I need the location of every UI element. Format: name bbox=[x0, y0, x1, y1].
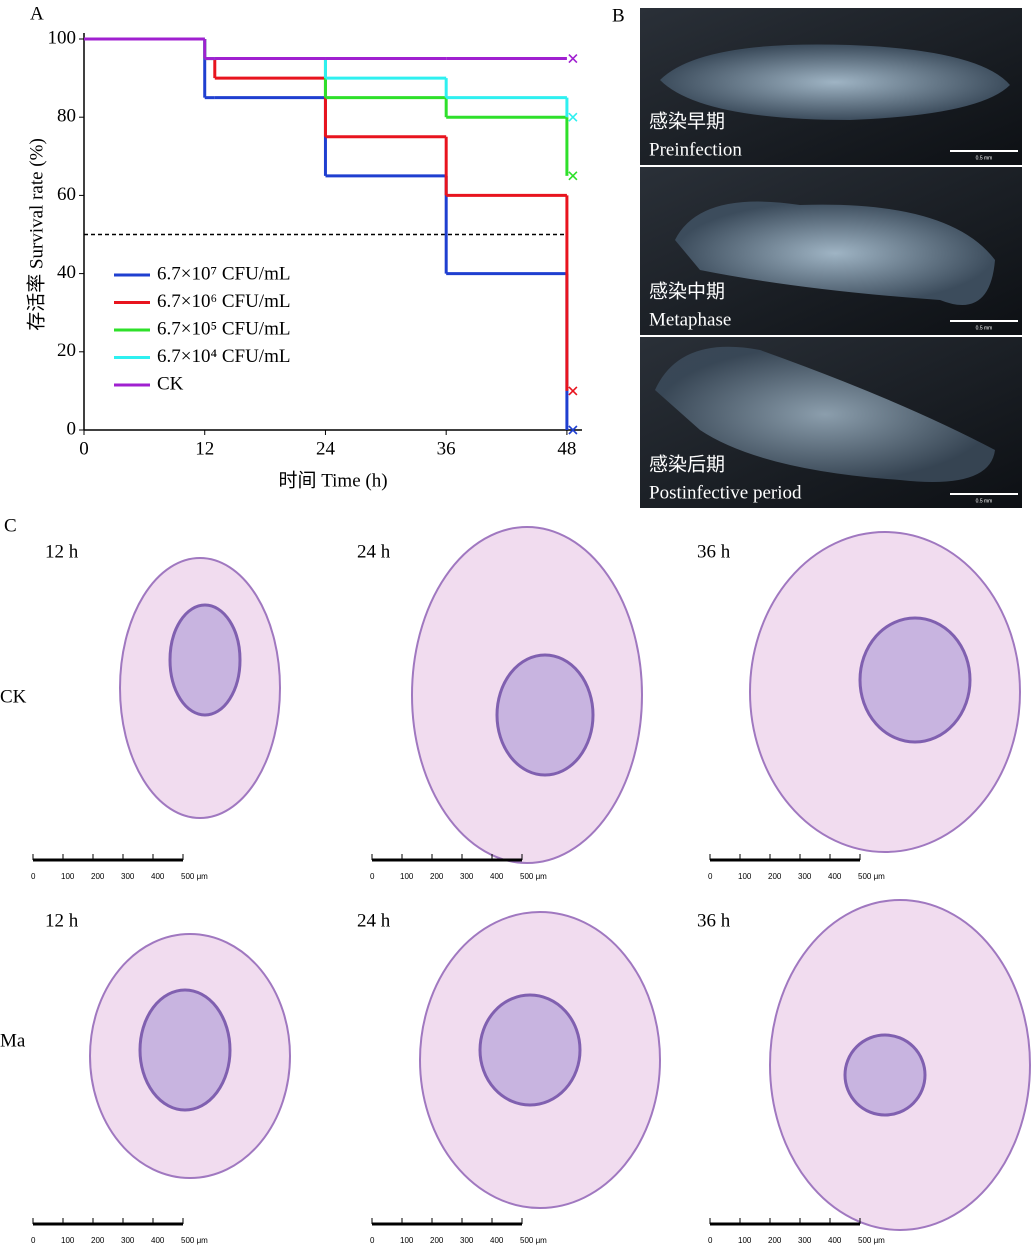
x-tick-label: 24 bbox=[316, 438, 336, 459]
legend-label: 6.7×10⁵ CFU/mL bbox=[157, 318, 290, 339]
scale-bar-label: 300 bbox=[121, 1236, 135, 1245]
larva bbox=[675, 201, 995, 305]
scale-bar-label: 500 μm bbox=[181, 872, 208, 881]
scale-bar-label: 100 bbox=[400, 872, 414, 881]
time-label: 12 h bbox=[45, 910, 79, 931]
panel-label: B bbox=[612, 5, 625, 26]
scale-bar-label: 0.5 mm bbox=[976, 498, 993, 504]
photo-caption-en: Postinfective period bbox=[649, 482, 802, 503]
y-axis-label: 存活率 Survival rate (%) bbox=[25, 138, 47, 331]
scale-bar-label: 0.5 mm bbox=[976, 155, 993, 161]
scale-bar-label: 500 μm bbox=[520, 872, 547, 881]
photo-caption-zh: 感染中期 bbox=[649, 280, 725, 302]
time-label: 36 h bbox=[697, 541, 731, 562]
scale-bar-label: 500 μm bbox=[858, 1236, 885, 1245]
scale-bar-label: 0 bbox=[31, 872, 36, 881]
time-label: 12 h bbox=[45, 541, 79, 562]
y-tick-label: 80 bbox=[57, 106, 76, 127]
scale-bar-label: 400 bbox=[490, 872, 504, 881]
scale-bar-label: 0.5 mm bbox=[976, 325, 993, 331]
scale-bar-label: 100 bbox=[61, 872, 75, 881]
scale-bar-label: 500 μm bbox=[181, 1236, 208, 1245]
scale-bar-label: 0 bbox=[370, 872, 375, 881]
x-axis-label: 时间 Time (h) bbox=[278, 469, 387, 491]
y-tick-label: 40 bbox=[57, 262, 76, 283]
legend-label: 6.7×10⁶ CFU/mL bbox=[157, 291, 290, 312]
scale-bar-label: 400 bbox=[151, 1236, 165, 1245]
x-tick-label: 12 bbox=[195, 438, 214, 459]
scale-bar-label: 300 bbox=[121, 872, 135, 881]
scale-bar-label: 0 bbox=[370, 1236, 375, 1245]
scale-bar-label: 100 bbox=[400, 1236, 414, 1245]
larva bbox=[655, 346, 995, 482]
end-marker bbox=[568, 386, 578, 396]
y-tick-label: 0 bbox=[67, 418, 77, 439]
scale-bar-label: 300 bbox=[460, 1236, 474, 1245]
x-tick-label: 0 bbox=[79, 438, 89, 459]
scale-bar-label: 400 bbox=[490, 1236, 504, 1245]
scale-bar-label: 400 bbox=[151, 872, 165, 881]
scale-bar-label: 200 bbox=[768, 872, 782, 881]
group-label: Ma bbox=[0, 1030, 26, 1051]
end-marker bbox=[568, 112, 578, 122]
scale-bar-label: 200 bbox=[91, 1236, 105, 1245]
scale-bar-label: 100 bbox=[738, 872, 752, 881]
scale-bar-label: 200 bbox=[430, 1236, 444, 1245]
scale-bar-label: 400 bbox=[828, 1236, 842, 1245]
y-tick-label: 60 bbox=[57, 184, 76, 205]
end-marker bbox=[568, 171, 578, 181]
end-marker bbox=[568, 53, 578, 64]
scale-bar-label: 400 bbox=[828, 872, 842, 881]
scale-bar-label: 0 bbox=[708, 1236, 713, 1245]
scale-bar-label: 300 bbox=[798, 1236, 812, 1245]
scale-bar-label: 200 bbox=[768, 1236, 782, 1245]
end-marker bbox=[568, 425, 578, 435]
time-label: 36 h bbox=[697, 910, 731, 931]
y-tick-label: 20 bbox=[57, 340, 76, 361]
larva bbox=[660, 44, 1010, 120]
legend-label: 6.7×10⁴ CFU/mL bbox=[157, 346, 290, 367]
scale-bar-label: 0 bbox=[708, 872, 713, 881]
scale-bar-label: 300 bbox=[798, 872, 812, 881]
scale-bar-label: 200 bbox=[430, 872, 444, 881]
scale-bar-label: 0 bbox=[31, 1236, 36, 1245]
group-label: CK bbox=[0, 686, 27, 707]
legend-label: CK bbox=[157, 373, 184, 394]
legend-label: 6.7×10⁷ CFU/mL bbox=[157, 263, 290, 284]
photo-caption-en: Metaphase bbox=[649, 309, 731, 330]
time-label: 24 h bbox=[357, 541, 391, 562]
panel-label: A bbox=[30, 3, 44, 24]
y-tick-label: 100 bbox=[48, 27, 77, 48]
time-label: 24 h bbox=[357, 910, 391, 931]
scale-bar-label: 200 bbox=[91, 872, 105, 881]
photo-caption-en: Preinfection bbox=[649, 139, 742, 160]
panel-label: C bbox=[4, 515, 17, 536]
photo-caption-zh: 感染早期 bbox=[649, 110, 725, 132]
scale-bar-label: 100 bbox=[61, 1236, 75, 1245]
x-tick-label: 36 bbox=[437, 438, 456, 459]
scale-bar-label: 300 bbox=[460, 872, 474, 881]
gut bbox=[138, 603, 972, 1117]
scale-bar-label: 500 μm bbox=[520, 1236, 547, 1245]
scale-bar-label: 100 bbox=[738, 1236, 752, 1245]
photo-caption-zh: 感染后期 bbox=[649, 453, 725, 475]
x-tick-label: 48 bbox=[557, 438, 576, 459]
scale-bar-label: 500 μm bbox=[858, 872, 885, 881]
